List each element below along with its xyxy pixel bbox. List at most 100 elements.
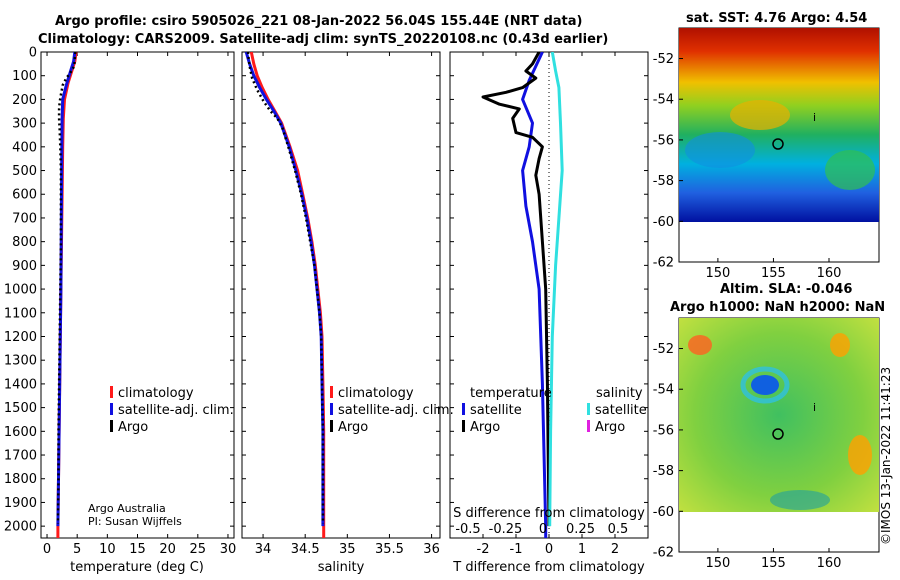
x-tick-label: 25 xyxy=(190,542,207,557)
depth-tick-label: 1700 xyxy=(4,449,37,464)
depth-tick-label: 1300 xyxy=(4,354,37,369)
sla-high-anomaly-3 xyxy=(848,435,872,475)
header-line-2: Climatology: CARS2009. Satellite-adj cli… xyxy=(38,32,609,47)
map-y-tick-label: -56 xyxy=(653,423,674,438)
sla-float-marker xyxy=(772,428,784,440)
legend-header-salinity: salinity xyxy=(596,386,643,401)
sla-float-trail-mark: ⅰ xyxy=(813,401,816,414)
x-tick-label: 10 xyxy=(99,542,116,557)
sla-map-title-1: Altim. SLA: -0.046 xyxy=(720,282,853,297)
map-y-tick-label: -54 xyxy=(653,383,674,398)
map-x-tick-label: 155 xyxy=(761,556,786,571)
sla-high-anomaly-2 xyxy=(830,333,850,357)
legend-label-argo: Argo xyxy=(118,420,148,435)
watermark: ©IMOS 13-Jan-2022 11:41:23 xyxy=(879,367,893,545)
sla-low-anomaly xyxy=(751,375,779,395)
depth-tick-label: 1200 xyxy=(4,330,37,345)
legend-swatch-t-satellite xyxy=(462,403,465,415)
legend-label-satellite: satellite-adj. clim. xyxy=(338,403,454,418)
inner-tick-label: -0.25 xyxy=(489,522,523,537)
temperature-axes-frame xyxy=(40,51,235,539)
legend-label-argo: Argo xyxy=(338,420,368,435)
inner-tick-label: 0 xyxy=(539,522,547,537)
map-y-tick-label: -52 xyxy=(653,52,674,67)
depth-tick-label: 1500 xyxy=(4,401,37,416)
series-t-satellite xyxy=(521,52,548,538)
depth-tick-label: 200 xyxy=(12,93,37,108)
sst-cool-patch xyxy=(685,132,755,168)
depth-tick-label: 1000 xyxy=(4,283,37,298)
depth-tick-label: 2000 xyxy=(4,520,37,535)
sst-map-title: sat. SST: 4.76 Argo: 4.54 xyxy=(686,11,868,26)
map-y-tick-label: -58 xyxy=(653,464,674,479)
depth-tick-label: 1400 xyxy=(4,377,37,392)
series-s-satellite xyxy=(548,52,564,527)
legend-swatch-s-satellite xyxy=(587,403,590,415)
sst-green-patch xyxy=(825,150,875,190)
sst-map: ⅰ xyxy=(678,27,880,263)
temperature-x-label: temperature (deg C) xyxy=(70,560,204,575)
legend-swatch-satellite xyxy=(330,403,333,415)
depth-tick-label: 800 xyxy=(12,235,37,250)
map-y-tick-label: -54 xyxy=(653,93,674,108)
depth-tick-label: 400 xyxy=(12,140,37,155)
map-y-tick-label: -62 xyxy=(653,256,674,271)
salinity-x-label: salinity xyxy=(318,560,365,575)
x-tick-label: 30 xyxy=(220,542,237,557)
sst-warm-patch xyxy=(730,100,790,130)
legend-swatch-argo xyxy=(110,420,113,432)
map-y-tick-label: -58 xyxy=(653,174,674,189)
depth-tick-label: 500 xyxy=(12,164,37,179)
header-line-1: Argo profile: csiro 5905026_221 08-Jan-2… xyxy=(55,14,583,29)
salinity-legend: climatology satellite-adj. clim. Argo xyxy=(330,386,454,435)
depth-tick-label: 1100 xyxy=(4,306,37,321)
depth-tick-label: 900 xyxy=(12,259,37,274)
map-y-tick-label: -60 xyxy=(653,215,674,230)
sla-high-anomaly-1 xyxy=(688,335,712,355)
legend-swatch-climatology xyxy=(110,386,113,398)
depth-tick-label: 1600 xyxy=(4,425,37,440)
legend-label-climatology: climatology xyxy=(118,386,194,401)
map-x-tick-label: 160 xyxy=(817,266,842,281)
credit-agency: Argo Australia xyxy=(88,502,166,515)
legend-swatch-t-argo xyxy=(462,420,465,432)
legend-label-satellite: satellite-adj. clim. xyxy=(118,403,234,418)
legend-swatch-climatology xyxy=(330,386,333,398)
credit-pi: PI: Susan Wijffels xyxy=(88,515,182,528)
x-tick-label: 1 xyxy=(578,542,586,557)
depth-tick-label: 600 xyxy=(12,188,37,203)
sla-map-title-2: Argo h1000: NaN h2000: NaN xyxy=(670,300,886,315)
x-tick-label: 36 xyxy=(423,542,440,557)
map-x-tick-label: 150 xyxy=(705,266,730,281)
difference-inner-axis-label: S difference from climatology xyxy=(453,506,645,521)
map-y-tick-label: -60 xyxy=(653,505,674,520)
legend-label-s-argo: Argo xyxy=(595,420,625,435)
inner-tick-label: -0.5 xyxy=(455,522,480,537)
series-t-argo xyxy=(481,52,551,527)
temperature-legend: climatology satellite-adj. clim. Argo xyxy=(110,386,234,435)
map-y-tick-label: -56 xyxy=(653,133,674,148)
x-tick-label: 0 xyxy=(545,542,553,557)
depth-tick-label: 700 xyxy=(12,211,37,226)
difference-x-label: T difference from climatology xyxy=(452,560,645,575)
depth-tick-label: 0 xyxy=(29,46,37,61)
x-tick-label: 20 xyxy=(159,542,176,557)
map-y-tick-label: -52 xyxy=(653,342,674,357)
map-y-tick-label: -62 xyxy=(653,546,674,561)
x-tick-label: -1 xyxy=(510,542,523,557)
inner-tick-label: 0.5 xyxy=(608,522,629,537)
x-tick-label: 34.5 xyxy=(291,542,320,557)
salinity-axes-frame xyxy=(241,51,441,539)
sla-map: ⅰ xyxy=(678,317,880,553)
legend-swatch-s-argo xyxy=(587,420,590,432)
depth-tick-label: 100 xyxy=(12,69,37,84)
series-argo xyxy=(56,52,77,524)
legend-label-t-argo: Argo xyxy=(470,420,500,435)
legend-swatch-argo xyxy=(330,420,333,432)
legend-label-t-satellite: satellite xyxy=(470,403,522,418)
sst-float-trail-mark: ⅰ xyxy=(813,111,816,124)
depth-tick-label: 300 xyxy=(12,117,37,132)
depth-tick-label: 1800 xyxy=(4,472,37,487)
legend-label-climatology: climatology xyxy=(338,386,414,401)
